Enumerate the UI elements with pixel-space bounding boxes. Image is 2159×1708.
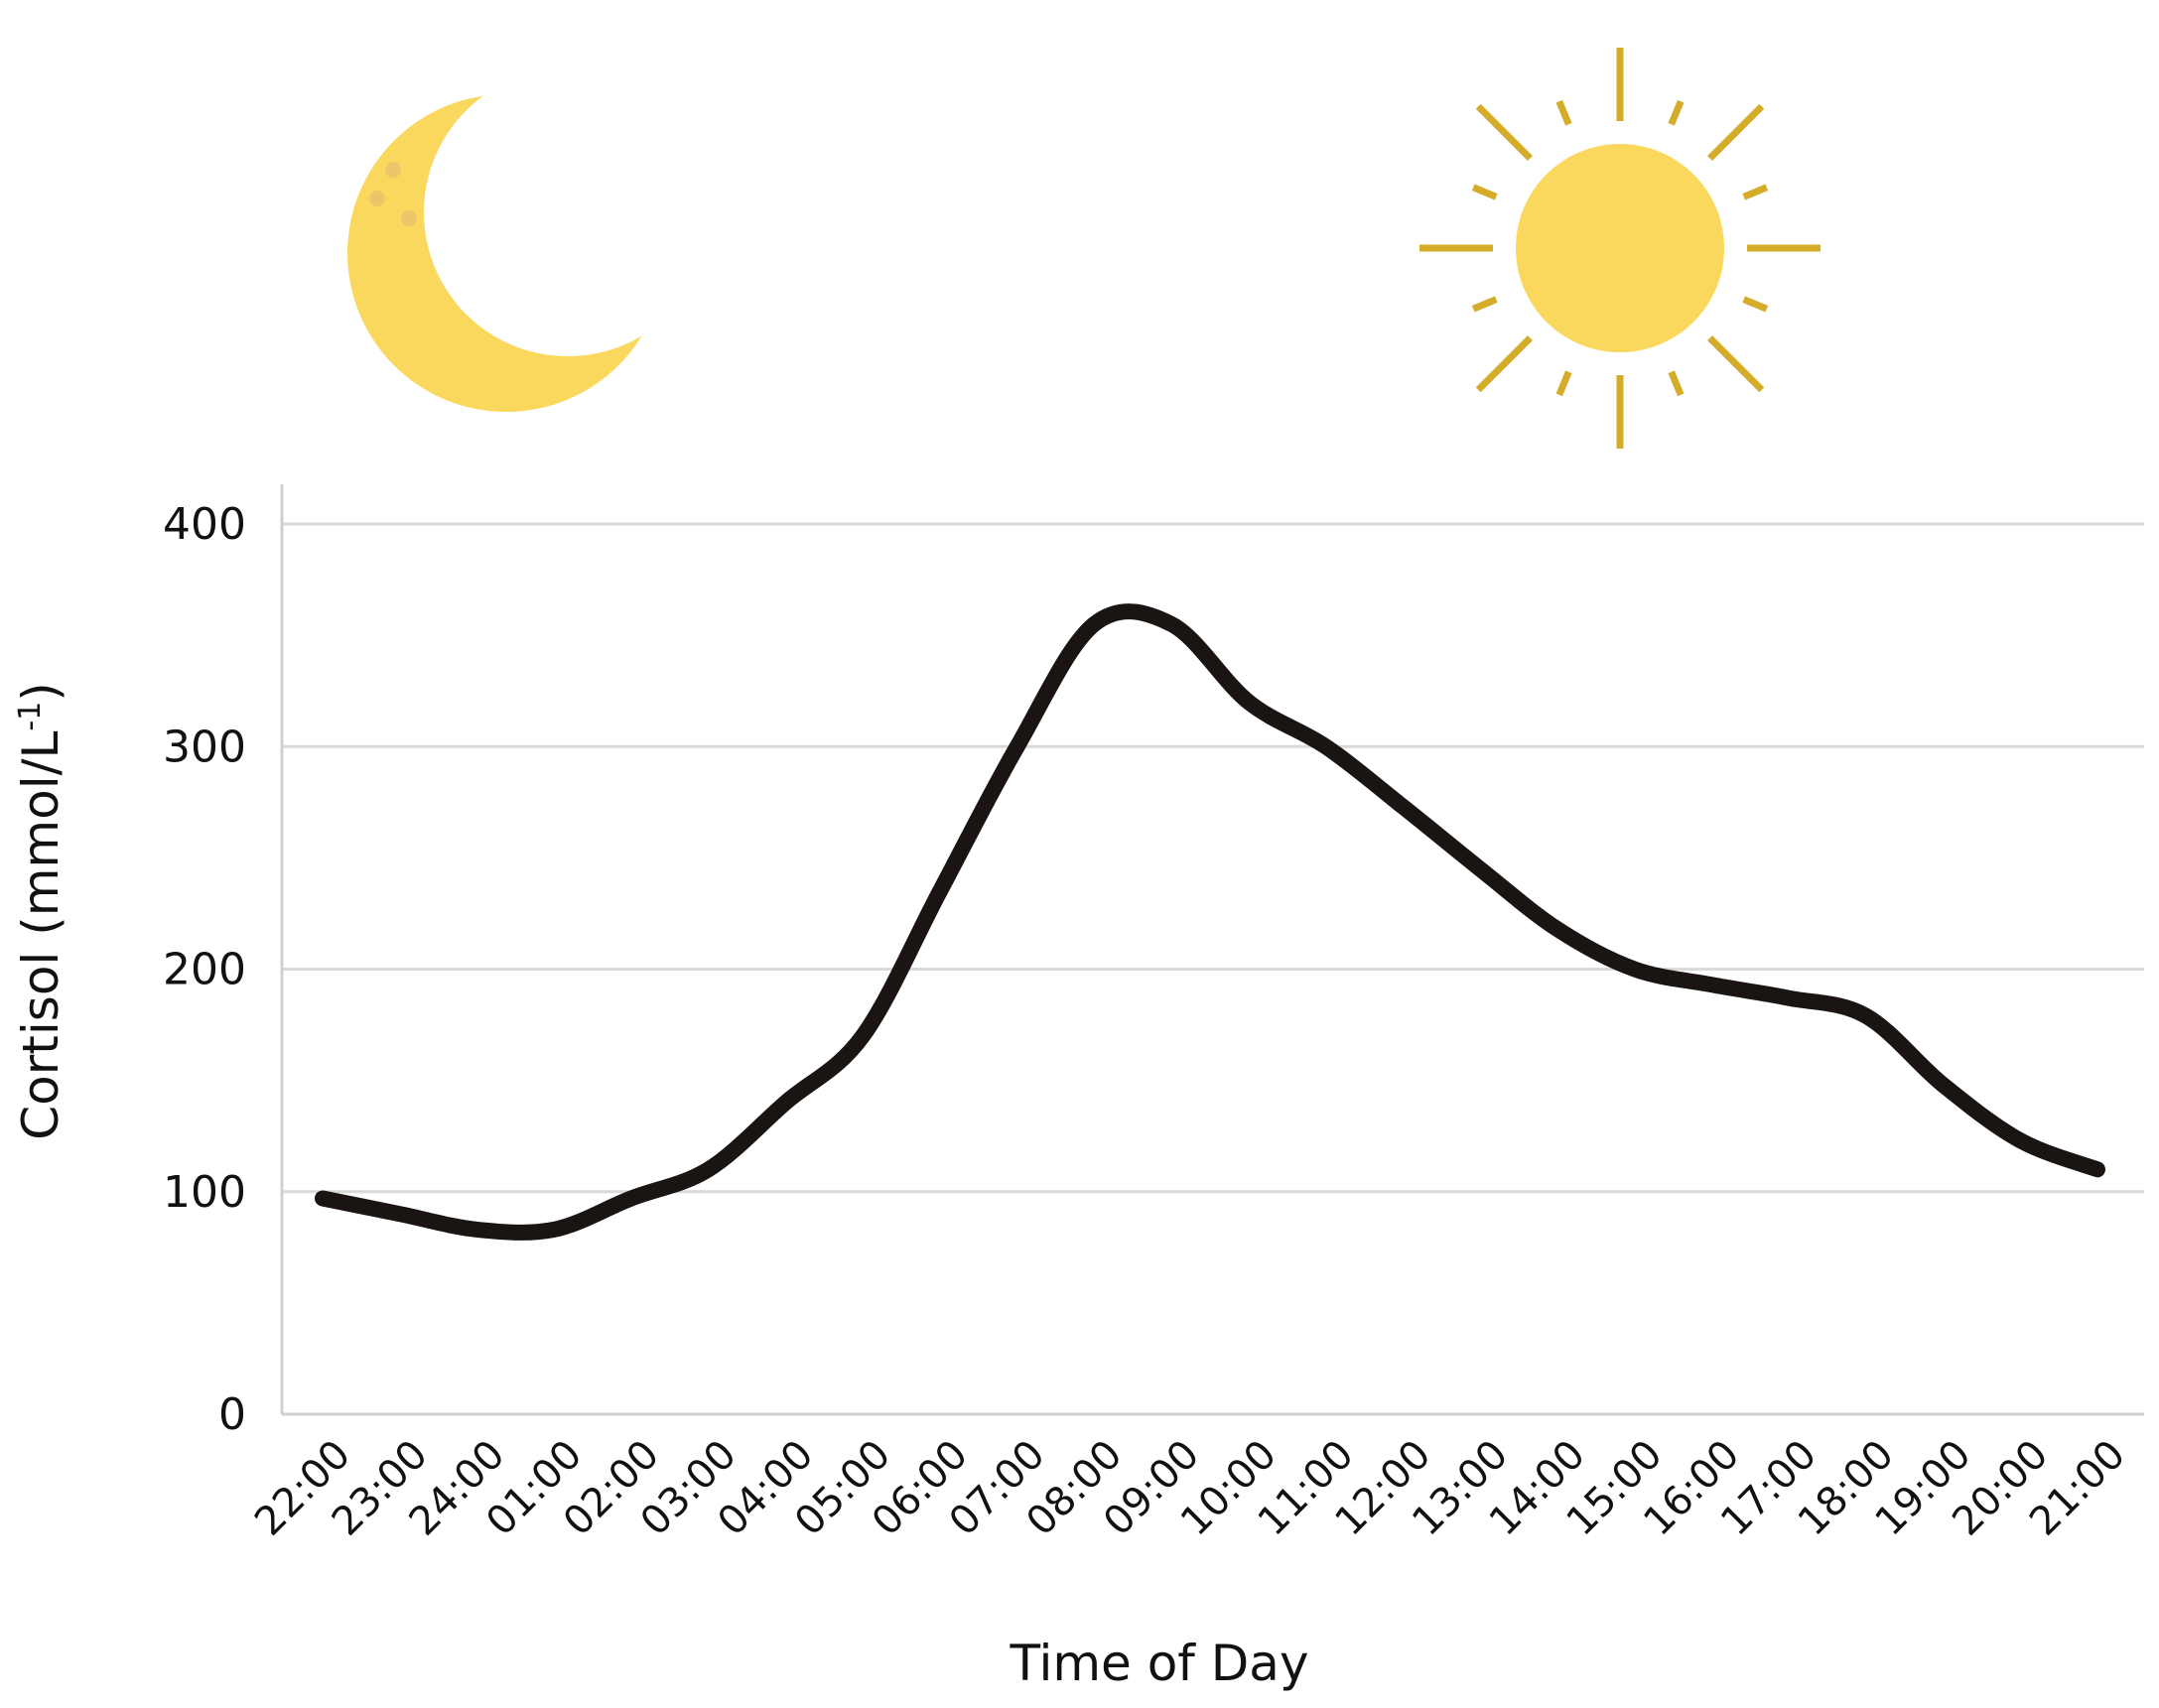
sun-ray (1742, 296, 1769, 313)
y-tick-label: 300 (163, 722, 246, 772)
y-tick-label: 200 (163, 945, 246, 995)
sun-ray (1555, 370, 1572, 397)
y-tick-label: 400 (163, 499, 246, 550)
crescent-moon-icon (347, 94, 665, 412)
x-axis-title: Time of Day (1009, 1635, 1308, 1692)
x-tick-labels: 22:0023:0024:0001:0002:0003:0004:0005:00… (246, 1432, 2134, 1545)
sun-icon (1419, 48, 1821, 449)
sun-ray (1471, 184, 1498, 200)
y-axis-title-superscript: -1 (13, 702, 48, 731)
sun-ray (1668, 370, 1685, 397)
y-axis-title: Cortisol (mmol/L-1) (12, 682, 69, 1140)
sun-ray (1475, 103, 1533, 161)
sun-ray (1555, 99, 1572, 126)
y-tick-labels: 0 100 200 300 400 (163, 499, 246, 1440)
y-tick-label: 100 (163, 1167, 246, 1218)
sun-ray (1742, 184, 1769, 200)
gridlines (282, 522, 2144, 1194)
sun-ray (1707, 103, 1765, 161)
sun-ray (1668, 99, 1685, 126)
series-line-cortisol (315, 603, 2105, 1241)
y-tick-label: 0 (218, 1389, 246, 1440)
sun-ray (1707, 335, 1765, 393)
y-axis-title-close: ) (12, 682, 69, 702)
sun-ray (1475, 335, 1533, 393)
sun-ray (1471, 296, 1498, 313)
y-axis-title-main: Cortisol (mmol/L (12, 731, 69, 1140)
